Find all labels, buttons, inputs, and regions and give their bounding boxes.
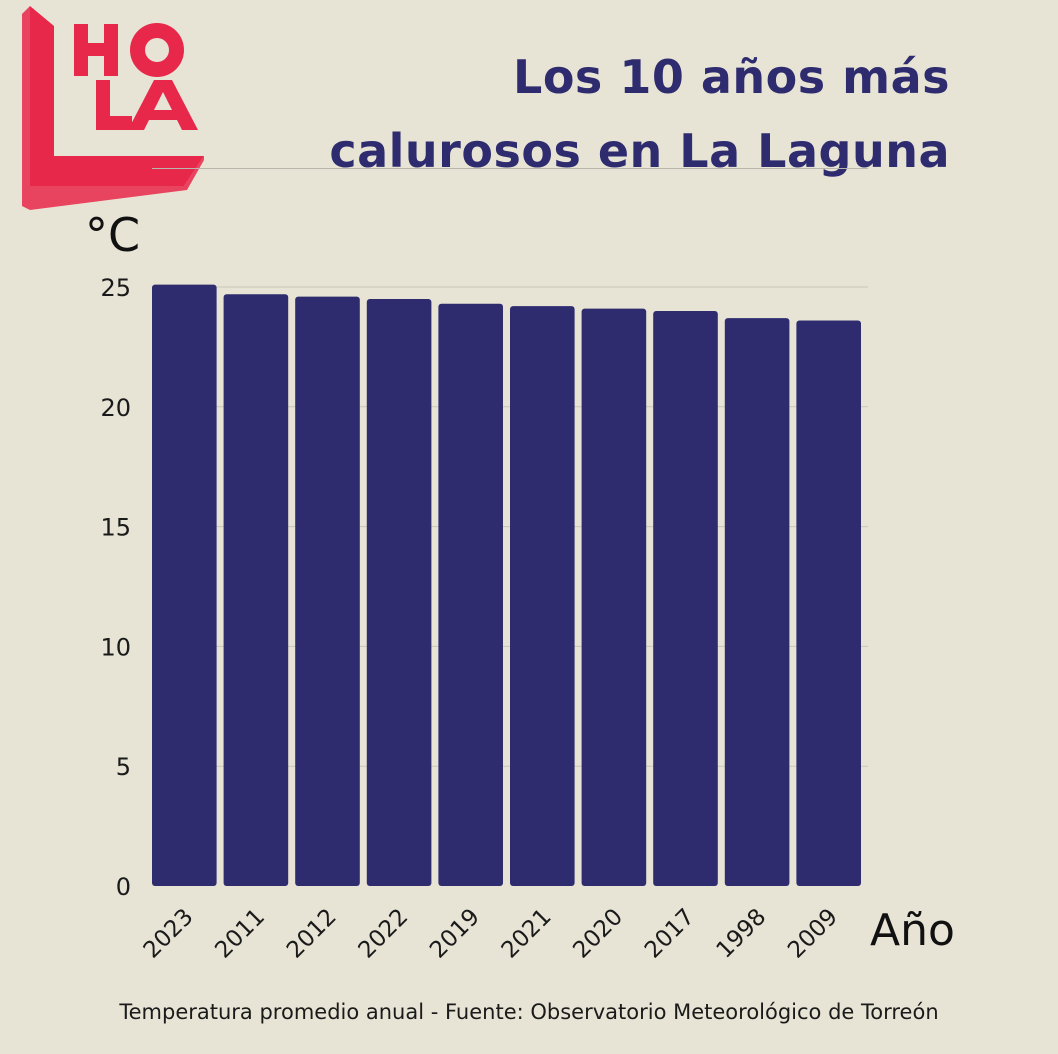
- y-tick-label: 5: [116, 753, 131, 781]
- bar-2009: [796, 320, 861, 886]
- x-tick-label-2023: 2023: [139, 904, 199, 964]
- x-tick-label-2009: 2009: [783, 904, 843, 964]
- bars: [152, 284, 861, 887]
- bar-2022: [366, 298, 432, 887]
- x-tick-label-2022: 2022: [354, 904, 414, 964]
- bar-2023: [152, 284, 217, 886]
- x-tick-label-2021: 2021: [497, 904, 557, 964]
- source-caption: Temperatura promedio anual - Fuente: Obs…: [119, 1000, 939, 1024]
- y-tick-label: 0: [116, 873, 131, 901]
- bar-1998: [724, 318, 790, 886]
- y-axis-unit-label: °C: [85, 208, 141, 262]
- x-tick-label-2012: 2012: [282, 904, 342, 964]
- x-tick-label-2019: 2019: [425, 904, 485, 964]
- chart-title: Los 10 años más calurosos en La Laguna: [230, 40, 950, 188]
- x-tick-label-2017: 2017: [640, 904, 700, 964]
- bar-2020: [581, 308, 647, 887]
- x-axis-labels: 2023 2011 2012 2022 2019 2021 2020 2017 1998 2009: [139, 904, 843, 964]
- bar-2011: [223, 294, 289, 886]
- y-tick-label: 25: [100, 274, 131, 302]
- x-axis-label: Año: [870, 905, 955, 956]
- bar-2021: [510, 306, 575, 887]
- y-tick-label: 10: [100, 633, 131, 661]
- x-tick-label-1998: 1998: [712, 904, 772, 964]
- chart-title-line-2: calurosos en La Laguna: [329, 124, 950, 178]
- y-tick-label: 15: [100, 514, 131, 542]
- x-tick-label-2020: 2020: [568, 904, 628, 964]
- bar-2017: [653, 310, 718, 887]
- chart-title-line-1: Los 10 años más: [513, 50, 950, 104]
- y-axis-ticks: 0 5 10 15 20 25: [100, 274, 131, 901]
- bar-2012: [295, 296, 360, 887]
- x-tick-label-2011: 2011: [210, 904, 270, 964]
- title-divider: [152, 168, 868, 169]
- y-tick-label: 20: [100, 394, 131, 422]
- bar-2019: [438, 303, 503, 887]
